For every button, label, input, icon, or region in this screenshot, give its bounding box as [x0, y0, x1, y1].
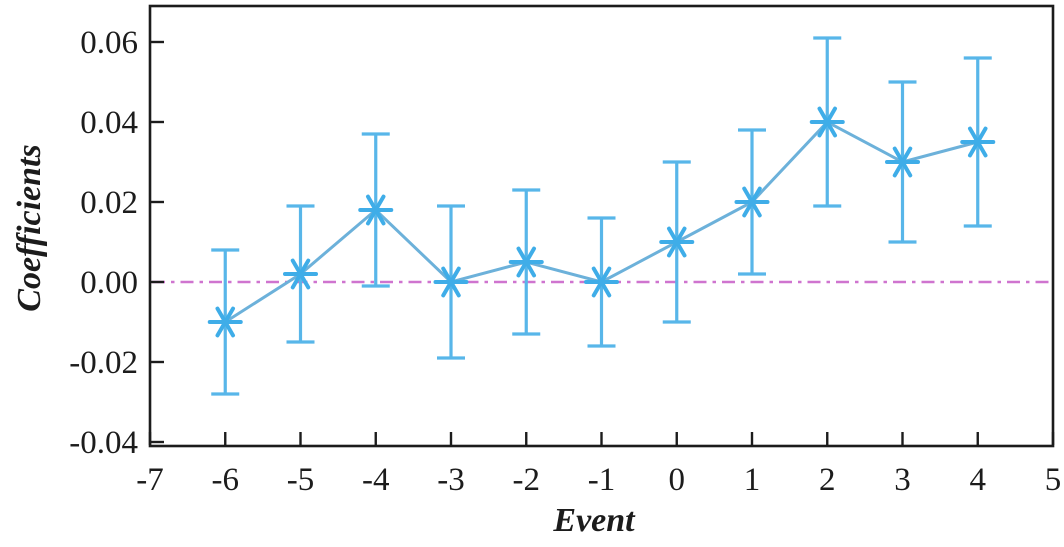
x-tick-label: -6 [212, 462, 240, 498]
y-tick-label: 0.00 [80, 265, 138, 301]
y-tick-label: -0.04 [69, 425, 138, 461]
data-point-marker [508, 246, 544, 278]
x-tick-label: 3 [894, 462, 911, 498]
data-point-marker [433, 266, 469, 298]
x-tick-label: -2 [513, 462, 541, 498]
data-point-marker [960, 126, 996, 158]
x-axis-title: Event [553, 502, 635, 539]
y-tick-label: 0.04 [80, 105, 138, 141]
data-point-marker [584, 266, 619, 298]
y-tick-label: -0.02 [69, 345, 138, 381]
x-tick-label: -3 [437, 462, 465, 498]
y-tick-label: 0.02 [80, 185, 138, 221]
x-tick-label: 5 [1045, 462, 1062, 498]
x-tick-label: 0 [669, 462, 686, 498]
data-point-marker [283, 258, 318, 290]
data-point-marker [659, 226, 695, 258]
data-point-marker [358, 194, 394, 226]
x-tick-label: -4 [362, 462, 390, 498]
x-tick-label: 4 [970, 462, 987, 498]
data-point-marker [207, 306, 243, 338]
data-point-marker [734, 186, 770, 218]
y-tick-label: 0.06 [80, 25, 138, 61]
data-point-marker [885, 146, 920, 178]
x-tick-label: -5 [287, 462, 315, 498]
data-point-marker [809, 106, 845, 138]
y-axis-title: Coefficients [11, 144, 48, 312]
plot-border [148, 4, 1055, 448]
x-tick-label: -7 [136, 462, 164, 498]
x-tick-label: 1 [744, 462, 761, 498]
x-tick-label: -1 [588, 462, 616, 498]
x-tick-label: 2 [819, 462, 836, 498]
